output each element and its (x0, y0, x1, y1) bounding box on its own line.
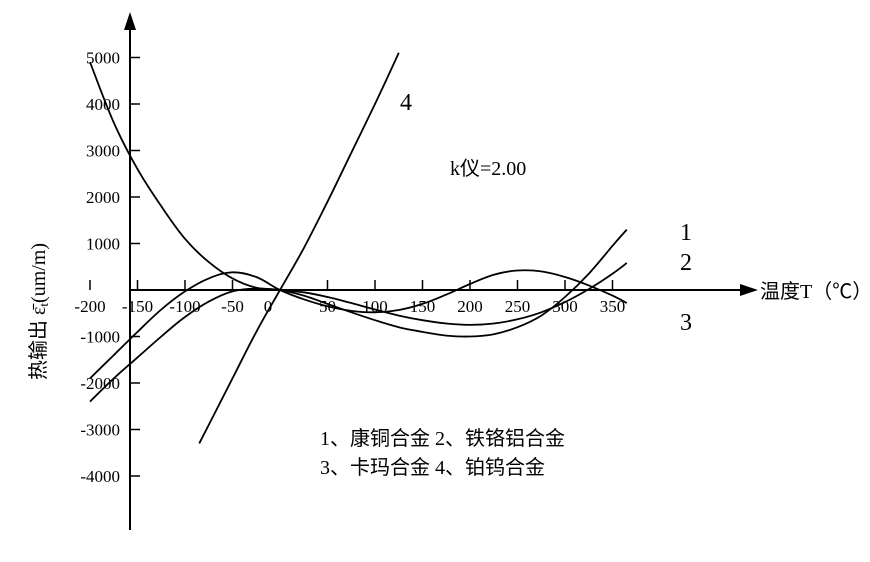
y-axis-label: 热输出 ε̄t(um/m) (27, 243, 51, 380)
y-tick-label: 3000 (86, 142, 120, 161)
series-label-4: 4 (400, 90, 412, 116)
x-tick-label: 200 (457, 297, 483, 316)
x-axis-arrow (740, 284, 758, 296)
series-1-curve (90, 62, 627, 336)
y-tick-label: -3000 (80, 421, 120, 440)
x-tick-label: 250 (505, 297, 531, 316)
series-4-curve (199, 53, 399, 444)
y-axis-arrow (124, 12, 136, 30)
thermal-output-chart: -200-150-100-50501001502002503003500-400… (0, 0, 870, 562)
x-tick-label: -150 (122, 297, 153, 316)
x-axis-label: 温度T（℃） (760, 280, 870, 303)
y-tick-label: -2000 (80, 374, 120, 393)
svg-text:热输出 ε̄t(um/m): 热输出 ε̄t(um/m) (27, 243, 51, 380)
legend-line-1: 1、康铜合金 2、铁铬铝合金 (320, 427, 565, 450)
legend-line-2: 3、卡玛合金 4、铂钨合金 (320, 456, 545, 479)
series-label-3: 3 (680, 310, 692, 336)
series-label-1: 1 (680, 220, 692, 246)
x-tick-label: -50 (221, 297, 244, 316)
series-3-curve (90, 270, 627, 378)
k-annotation: k仪=2.00 (450, 158, 526, 180)
y-tick-label: -1000 (80, 328, 120, 347)
series-label-2: 2 (680, 250, 692, 276)
x-tick-label: -200 (74, 297, 105, 316)
y-tick-label: 2000 (86, 188, 120, 207)
y-tick-label: 1000 (86, 235, 120, 254)
y-tick-label: -4000 (80, 467, 120, 486)
series-2-curve (90, 263, 627, 402)
